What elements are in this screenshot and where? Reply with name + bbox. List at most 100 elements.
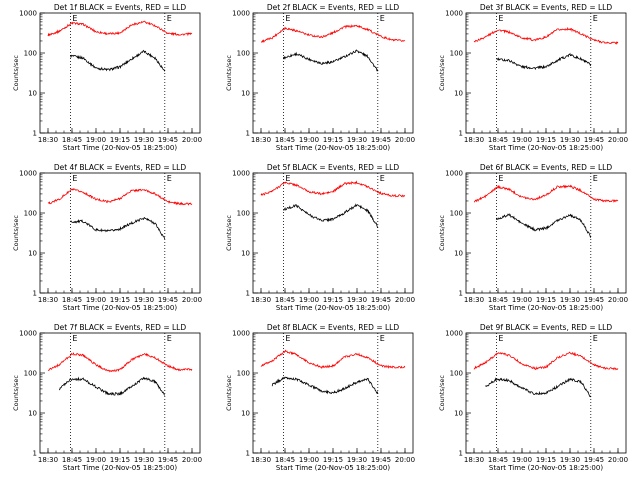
- y-tick-label: 10: [241, 250, 250, 258]
- panel-9: Det 9f BLACK = Events, RED = LLD 1 10 100 10…: [438, 323, 628, 472]
- x-tick-label: 20:00: [608, 136, 628, 144]
- y-tick-label: 100: [237, 50, 250, 58]
- x-axis-label: Start Time (20-Nov-05 18:25:00): [276, 304, 390, 312]
- panel-title: Det 2f BLACK = Events, RED = LLD: [267, 3, 400, 12]
- x-tick-label: 19:15: [110, 456, 130, 464]
- y-tick-label: 10: [454, 250, 463, 258]
- y-axis-label: Counts/sec: [225, 375, 233, 411]
- x-tick-label: 19:45: [584, 456, 604, 464]
- y-tick-label: 10: [28, 90, 37, 98]
- marker-flag: E: [167, 174, 172, 183]
- y-tick-label: 1000: [19, 330, 37, 338]
- x-tick-label: 19:15: [110, 136, 130, 144]
- y-tick-label: 10: [241, 90, 250, 98]
- x-tick-label: 19:15: [323, 296, 343, 304]
- marker-flag: E: [285, 334, 290, 343]
- x-tick-label: 19:45: [584, 136, 604, 144]
- y-tick-label: 1: [459, 290, 463, 298]
- y-tick-label: 100: [237, 370, 250, 378]
- panel-title: Det 4f BLACK = Events, RED = LLD: [54, 163, 187, 172]
- events-series-line: [70, 217, 166, 240]
- y-tick-label: 1: [246, 130, 250, 138]
- marker-flag: E: [593, 334, 598, 343]
- y-tick-label: 1000: [445, 330, 463, 338]
- y-axis-label: Counts/sec: [12, 375, 20, 411]
- panel-8: Det 8f BLACK = Events, RED = LLD 1 10 100 10…: [225, 323, 415, 472]
- marker-flag: E: [593, 174, 598, 183]
- x-axis-label: Start Time (20-Nov-05 18:25:00): [489, 304, 603, 312]
- x-tick-label: 18:30: [38, 456, 58, 464]
- y-tick-label: 1: [33, 290, 37, 298]
- x-tick-label: 18:45: [275, 456, 295, 464]
- x-tick-label: 18:30: [251, 456, 271, 464]
- x-tick-label: 19:15: [323, 456, 343, 464]
- y-tick-label: 1000: [232, 10, 250, 18]
- marker-flag: E: [498, 334, 503, 343]
- marker-flag: E: [380, 174, 385, 183]
- x-tick-label: 19:30: [347, 136, 367, 144]
- x-tick-label: 18:30: [464, 296, 484, 304]
- x-tick-label: 18:30: [464, 136, 484, 144]
- x-tick-label: 19:30: [560, 136, 580, 144]
- panel-1: Det 1f BLACK = Events, RED = LLD 1 10 100 10…: [12, 3, 202, 152]
- events-series-line: [485, 377, 592, 398]
- y-tick-label: 100: [24, 210, 37, 218]
- x-tick-label: 18:30: [38, 136, 58, 144]
- y-axis-label: Counts/sec: [225, 55, 233, 91]
- panel-title: Det 7f BLACK = Events, RED = LLD: [54, 323, 187, 332]
- x-tick-label: 19:15: [536, 296, 556, 304]
- y-tick-label: 100: [450, 210, 463, 218]
- x-axis-label: Start Time (20-Nov-05 18:25:00): [63, 144, 177, 152]
- y-tick-label: 10: [241, 410, 250, 418]
- panel-3: Det 3f BLACK = Events, RED = LLD 1 10 100 10…: [438, 3, 628, 152]
- x-tick-label: 19:00: [299, 136, 319, 144]
- y-tick-label: 1000: [445, 10, 463, 18]
- x-tick-label: 18:45: [275, 296, 295, 304]
- x-tick-label: 19:00: [86, 456, 106, 464]
- x-tick-label: 19:45: [371, 296, 391, 304]
- x-tick-label: 18:45: [275, 136, 295, 144]
- x-tick-label: 19:00: [512, 296, 532, 304]
- y-axis-label: Counts/sec: [12, 215, 20, 251]
- x-tick-label: 20:00: [182, 296, 202, 304]
- plot-frame: [39, 12, 201, 134]
- y-tick-label: 1: [246, 290, 250, 298]
- x-axis-label: Start Time (20-Nov-05 18:25:00): [276, 464, 390, 472]
- x-tick-label: 18:30: [38, 296, 58, 304]
- lld-series-line: [473, 351, 619, 371]
- x-tick-label: 19:45: [371, 456, 391, 464]
- x-tick-label: 20:00: [608, 456, 628, 464]
- lld-series-line: [260, 349, 406, 370]
- y-axis-label: Counts/sec: [438, 215, 446, 251]
- y-axis-label: Counts/sec: [225, 215, 233, 251]
- marker-flag: E: [167, 14, 172, 23]
- y-tick-label: 1: [33, 450, 37, 458]
- lld-series-line: [473, 26, 619, 45]
- y-tick-label: 100: [24, 50, 37, 58]
- x-tick-label: 19:15: [536, 136, 556, 144]
- x-tick-label: 19:00: [86, 296, 106, 304]
- x-tick-label: 20:00: [395, 136, 415, 144]
- marker-flag: E: [72, 14, 77, 23]
- panel-title: Det 3f BLACK = Events, RED = LLD: [480, 3, 613, 12]
- x-tick-label: 19:00: [512, 456, 532, 464]
- x-tick-label: 20:00: [395, 296, 415, 304]
- events-series-line: [283, 49, 379, 72]
- marker-flag: E: [593, 14, 598, 23]
- x-tick-label: 19:45: [158, 136, 178, 144]
- panel-title: Det 8f BLACK = Events, RED = LLD: [267, 323, 400, 332]
- marker-flag: E: [285, 14, 290, 23]
- x-tick-label: 19:00: [512, 136, 532, 144]
- x-tick-label: 18:45: [62, 456, 82, 464]
- x-tick-label: 19:45: [158, 456, 178, 464]
- x-tick-label: 19:15: [110, 296, 130, 304]
- x-tick-label: 19:00: [86, 136, 106, 144]
- plot-frame: [39, 172, 201, 294]
- y-axis-label: Counts/sec: [438, 55, 446, 91]
- x-tick-label: 18:45: [488, 136, 508, 144]
- x-tick-label: 19:30: [347, 456, 367, 464]
- x-tick-label: 20:00: [608, 296, 628, 304]
- x-tick-label: 20:00: [395, 456, 415, 464]
- panel-5: Det 5f BLACK = Events, RED = LLD 1 10 100 10…: [225, 163, 415, 312]
